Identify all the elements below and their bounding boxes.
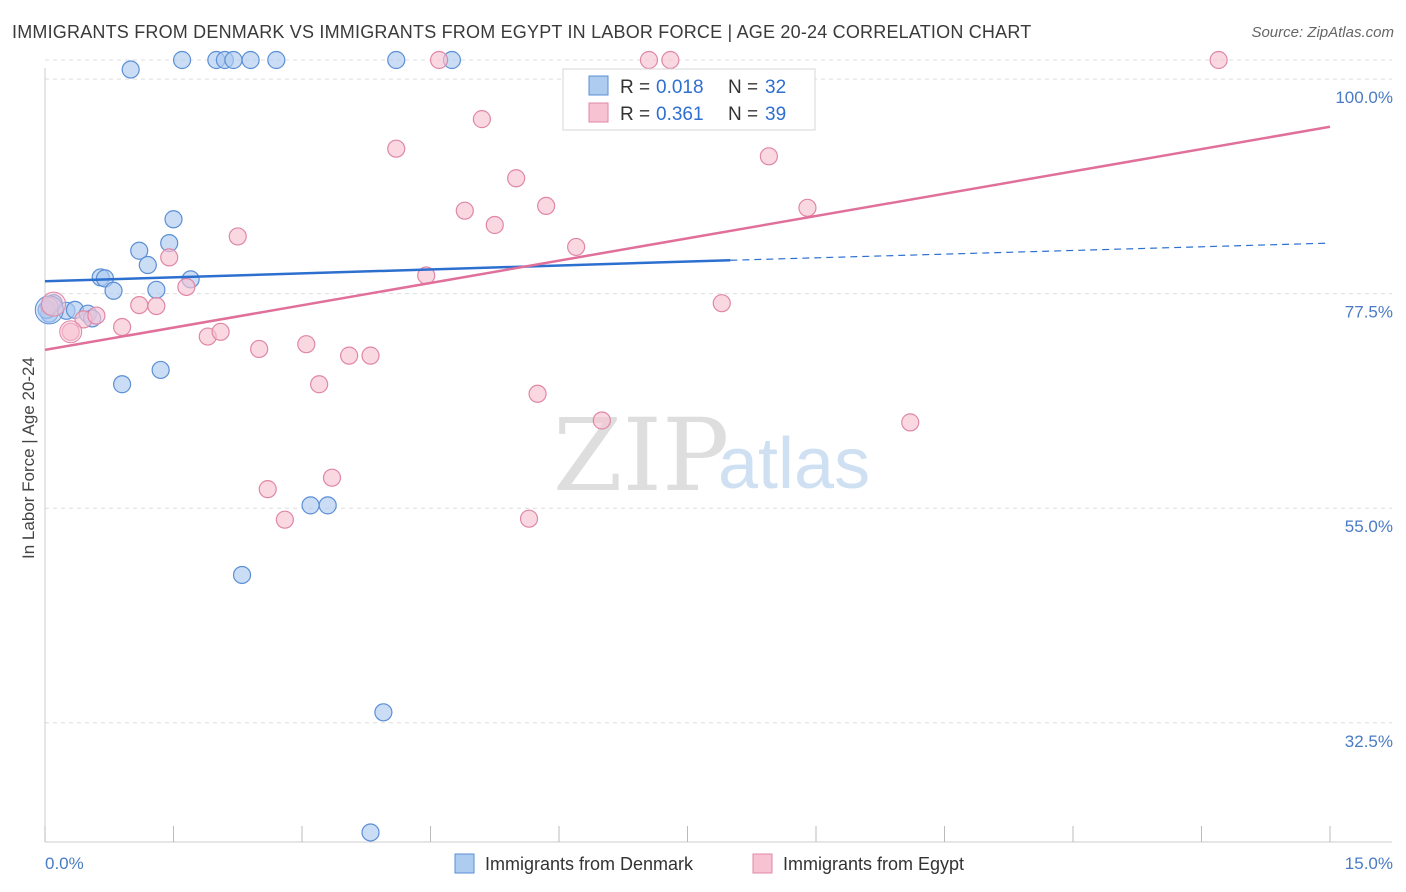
egypt-point	[798, 198, 817, 217]
egypt-point	[759, 147, 778, 166]
egypt-point	[177, 277, 196, 297]
y-tick-label: 32.5%	[1345, 732, 1393, 751]
legend-r-value-denmark: 0.018	[656, 77, 704, 98]
denmark-point	[232, 565, 252, 585]
denmark-trend-line	[44, 259, 731, 283]
bottom-legend-swatch-denmark	[454, 853, 475, 874]
denmark-point	[172, 50, 192, 70]
legend-n-label: N =	[728, 104, 758, 125]
x-tick-label: 15.0%	[1345, 854, 1393, 873]
egypt-point	[472, 110, 491, 129]
chart-title: IMMIGRANTS FROM DENMARK VS IMMIGRANTS FR…	[12, 22, 1032, 42]
egypt-point	[661, 50, 680, 70]
legend-r-label: R =	[620, 77, 650, 98]
watermark-atlas: atlas	[718, 424, 870, 504]
egypt-point	[901, 413, 920, 432]
egypt-point	[297, 335, 316, 354]
egypt-point	[592, 411, 611, 430]
denmark-point	[164, 210, 183, 229]
denmark-point	[121, 60, 140, 79]
egypt-point	[147, 296, 166, 316]
egypt-point	[567, 237, 586, 257]
egypt-point	[340, 346, 359, 365]
egypt-point	[130, 295, 149, 315]
tick-labels: 100.0% 77.5% 55.0% 32.5% 0.0% 15.0%	[45, 88, 1393, 873]
egypt-point	[160, 248, 179, 267]
egypt-point	[519, 509, 539, 528]
denmark-point	[387, 50, 406, 70]
y-axis-label: In Labor Force | Age 20-24	[19, 357, 38, 559]
egypt-point	[112, 317, 132, 337]
source-label: Source: ZipAtlas.com	[1251, 24, 1394, 41]
egypt-point	[485, 215, 504, 235]
legend-r-value-egypt: 0.361	[656, 104, 704, 125]
egypt-point	[87, 306, 106, 325]
legend-swatch-denmark	[588, 75, 609, 96]
egypt-point	[211, 322, 230, 341]
denmark-point	[151, 360, 170, 380]
legend-n-value-egypt: 39	[765, 104, 786, 125]
egypt-point	[528, 384, 547, 403]
bottom-legend-swatch-egypt	[752, 853, 773, 874]
denmark-point	[374, 703, 393, 722]
data-points	[34, 50, 1228, 842]
bottom-legend: Immigrants from Denmark Immigrants from …	[454, 853, 964, 874]
y-tick-label: 55.0%	[1345, 517, 1393, 536]
legend-swatch-egypt	[588, 102, 609, 123]
legend-n-label: N =	[728, 77, 758, 98]
denmark-point	[147, 280, 166, 299]
egypt-point	[228, 227, 247, 246]
egypt-point	[258, 480, 277, 499]
denmark-point	[104, 281, 123, 300]
egypt-point	[250, 339, 269, 359]
egypt-point	[322, 468, 342, 487]
egypt-point	[507, 169, 526, 188]
egypt-point	[429, 50, 449, 70]
y-tick-label: 77.5%	[1345, 303, 1393, 322]
denmark-point	[267, 50, 286, 70]
denmark-point	[138, 255, 157, 275]
watermark-zip: ZIP	[553, 397, 729, 514]
egypt-point	[41, 291, 67, 317]
egypt-point	[275, 510, 294, 529]
axes	[44, 68, 1392, 843]
egypt-point	[712, 294, 731, 313]
egypt-point	[455, 201, 474, 220]
egypt-point	[310, 375, 329, 394]
egypt-point	[639, 50, 659, 70]
x-tick-label: 0.0%	[45, 854, 84, 873]
legend-n-value-denmark: 32	[765, 77, 786, 98]
egypt-point	[537, 196, 556, 216]
bottom-legend-label-egypt: Immigrants from Egypt	[783, 854, 964, 874]
denmark-point	[241, 50, 260, 70]
egypt-trend-line	[44, 125, 1331, 352]
egypt-point	[1209, 50, 1228, 70]
denmark-point	[130, 241, 149, 260]
denmark-point	[301, 496, 320, 515]
egypt-point	[361, 346, 380, 365]
trend-lines	[44, 125, 1331, 352]
y-tick-label: 100.0%	[1335, 88, 1393, 107]
egypt-point	[59, 320, 83, 344]
denmark-point	[224, 50, 243, 70]
egypt-point	[387, 139, 406, 158]
denmark-point	[112, 375, 132, 394]
legend-box: R = 0.018 N = 32 R = 0.361 N = 39	[562, 68, 816, 131]
grid-lines	[45, 59, 1392, 724]
denmark-trend-extension	[730, 242, 1331, 261]
legend-r-label: R =	[620, 104, 650, 125]
bottom-legend-label-denmark: Immigrants from Denmark	[485, 854, 694, 874]
denmark-point	[318, 496, 337, 515]
denmark-point	[361, 823, 380, 842]
